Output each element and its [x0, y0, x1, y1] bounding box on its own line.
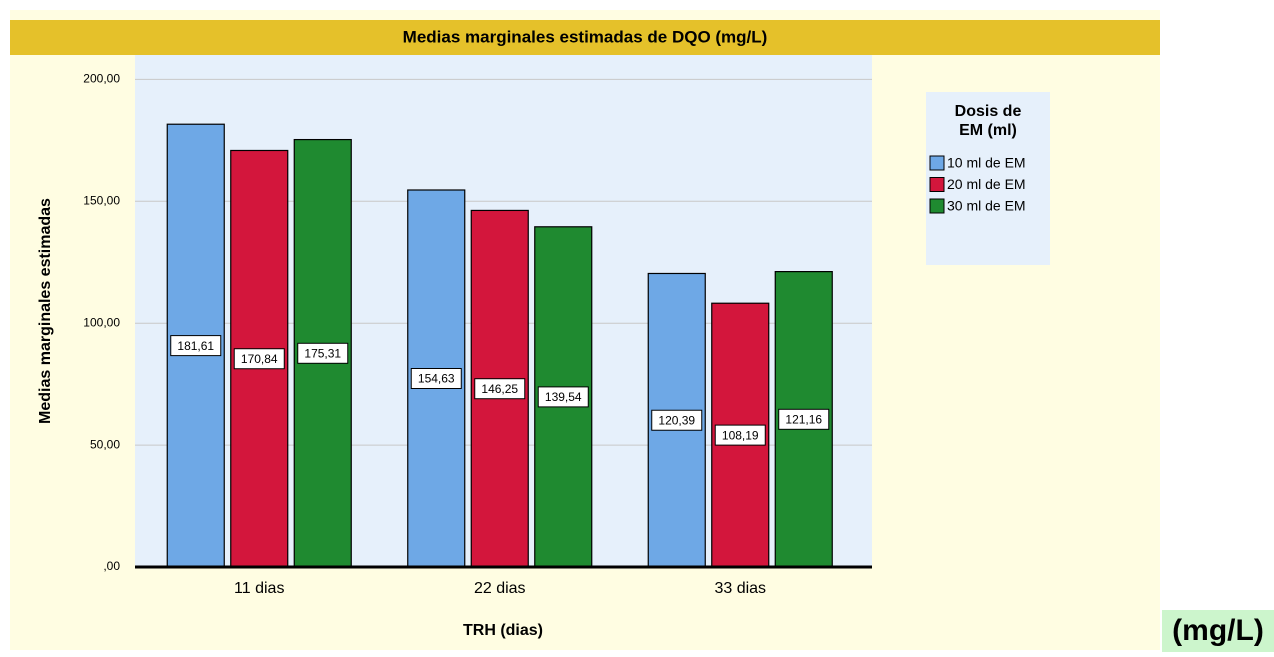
- y-tick-label: 50,00: [90, 437, 120, 451]
- annotation-background: [1162, 610, 1274, 652]
- legend-label: 30 ml de EM: [947, 198, 1026, 214]
- legend-box: [926, 92, 1050, 265]
- data-label: 181,61: [177, 339, 214, 353]
- legend-swatch: [929, 177, 945, 192]
- data-label-box: [714, 424, 766, 446]
- y-tick-label: 150,00: [83, 193, 120, 207]
- data-label: 139,54: [545, 390, 582, 404]
- legend-label: 10 ml de EM: [947, 155, 1026, 171]
- x-axis-label: TRH (dias): [463, 622, 543, 639]
- data-label-box: [537, 386, 589, 408]
- data-label: 146,25: [481, 382, 518, 396]
- data-label-box: [474, 378, 526, 400]
- data-label-box: [170, 335, 222, 357]
- data-label: 154,63: [418, 372, 455, 386]
- legend-swatch: [929, 155, 945, 171]
- y-axis-label: Medias marginales estimadas: [37, 198, 54, 424]
- y-tick-label: ,00: [103, 559, 120, 573]
- data-label-box: [233, 348, 285, 370]
- x-tick-label: 33 dias: [714, 580, 766, 597]
- data-label: 120,39: [658, 413, 695, 427]
- chart-title: Medias marginales estimadas de DQO (mg/L…: [403, 27, 768, 46]
- data-label: 108,19: [722, 428, 759, 442]
- x-tick-label: 22 dias: [474, 580, 526, 597]
- legend-swatch: [929, 198, 945, 214]
- data-label: 170,84: [241, 352, 278, 366]
- data-label: 175,31: [304, 346, 341, 360]
- y-tick-label: 200,00: [83, 72, 120, 86]
- x-tick-label: 11 dias: [234, 580, 284, 597]
- title-bar: [10, 20, 1160, 55]
- annotation: (mg/L): [1172, 614, 1264, 647]
- legend-label: 20 ml de EM: [947, 176, 1026, 192]
- data-label: 121,16: [785, 412, 822, 426]
- data-label-box: [778, 408, 830, 430]
- data-label-box: [410, 367, 462, 389]
- y-tick-label: 100,00: [83, 315, 120, 329]
- legend-title: Dosis de EM (ml): [955, 103, 1022, 139]
- data-label-box: [297, 342, 349, 364]
- data-label-box: [651, 409, 703, 431]
